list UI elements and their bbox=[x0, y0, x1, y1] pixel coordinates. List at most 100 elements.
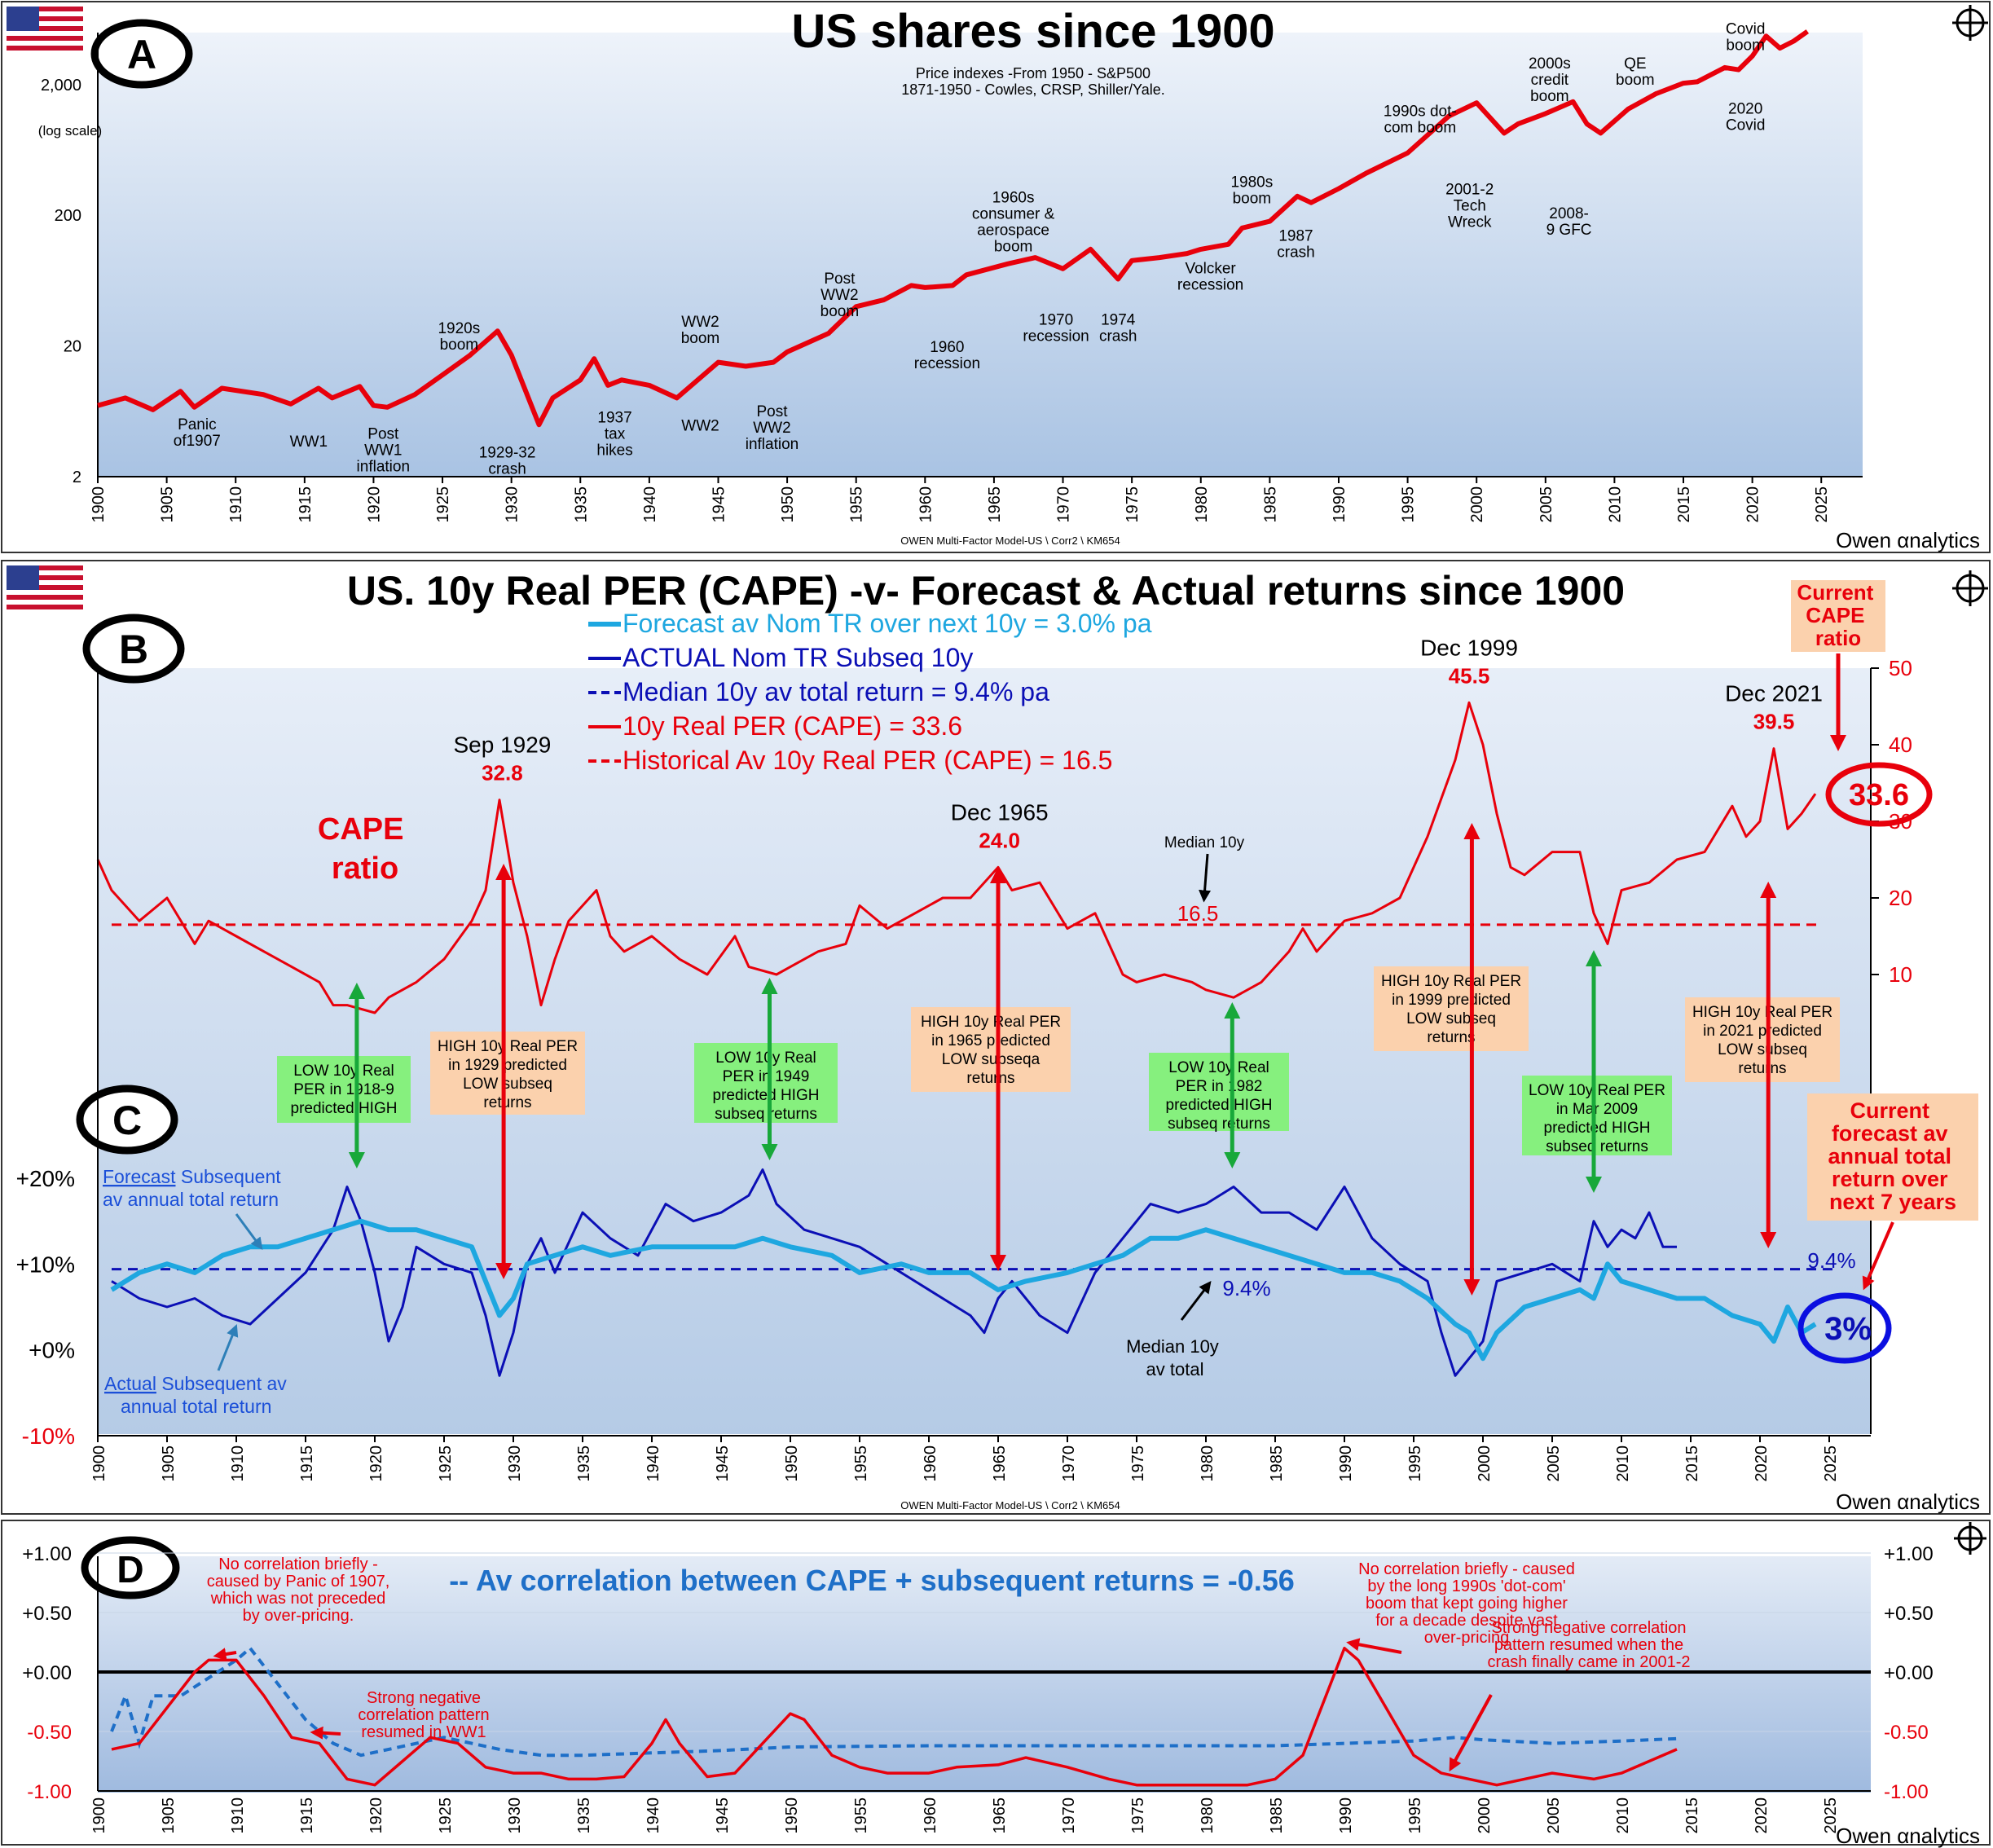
event-annotation-line: 1987 bbox=[1278, 227, 1313, 244]
x-tick-label: 1960 bbox=[917, 486, 935, 523]
x-tick-label: 1990 bbox=[1337, 1445, 1355, 1482]
event-annotation-line: recession bbox=[1023, 328, 1089, 345]
correlation-note: Strong negative correlation pattern resume… bbox=[358, 1689, 489, 1741]
callout-text-line: returns bbox=[483, 1094, 531, 1111]
x-tick-label: 1920 bbox=[367, 1445, 385, 1482]
chart-footer: OWEN Multi-Factor Model-US \ Corr2 \ KM6… bbox=[900, 1499, 1120, 1511]
event-annotation-line: Volcker bbox=[1185, 260, 1236, 277]
x-tick-label: 1925 bbox=[437, 1445, 455, 1482]
callout-text-line: returns bbox=[966, 1070, 1014, 1087]
event-annotation-line: boom bbox=[1233, 190, 1272, 207]
actual-caption-arrow bbox=[217, 1324, 239, 1371]
y-tick-label: 2 bbox=[73, 469, 81, 486]
y-tick-label: +20% bbox=[16, 1166, 75, 1191]
correlation-note-arrow bbox=[213, 1648, 237, 1661]
x-tick-label: 1905 bbox=[159, 486, 177, 523]
event-annotation: 1937 tax hikes bbox=[596, 409, 632, 459]
x-tick-label: 2015 bbox=[1683, 1445, 1701, 1482]
x-tick-label: 1940 bbox=[645, 1445, 662, 1482]
callout-text-line: PER in 1918-9 bbox=[293, 1081, 394, 1098]
panel-letter: A bbox=[127, 32, 156, 77]
event-annotation-line: aerospace bbox=[977, 222, 1049, 240]
x-tick-label: 2000 bbox=[1476, 1797, 1494, 1834]
y-tick-label: +0% bbox=[29, 1338, 75, 1363]
us-flag-icon bbox=[7, 7, 83, 54]
legend-label: ACTUAL Nom TR Subseq 10y bbox=[623, 643, 973, 672]
event-annotation-line: Tech bbox=[1454, 197, 1486, 214]
y-tick-label: 20 bbox=[1889, 886, 1912, 910]
forecast-caption-underlined: Forecast bbox=[103, 1166, 176, 1187]
correlation-note: No correlation briefly -caused by Panic … bbox=[207, 1555, 390, 1625]
x-tick-label: 1925 bbox=[434, 486, 452, 523]
callout-text-line: HIGH 10y Real PER bbox=[438, 1038, 578, 1055]
forecast-return-line bbox=[110, 1218, 1817, 1362]
x-tick-label: 1985 bbox=[1268, 1797, 1286, 1834]
x-tick-label: 1935 bbox=[572, 486, 590, 523]
x-tick-label: 1900 bbox=[90, 1445, 108, 1482]
y-tick-label: +0.50 bbox=[22, 1603, 72, 1625]
peak-value: 24.0 bbox=[979, 828, 1020, 852]
callout-text-line: LOW 10y Real PER bbox=[1529, 1082, 1665, 1099]
crosshair-icon bbox=[1952, 570, 1988, 606]
callout-text-line: LOW subseq bbox=[1718, 1041, 1807, 1058]
panel-letter-badge bbox=[76, 1085, 178, 1155]
x-tick-label: 1915 bbox=[298, 1445, 316, 1482]
x-tick-label: 2010 bbox=[1614, 1797, 1632, 1834]
callout-text-line: in Mar 2009 bbox=[1556, 1101, 1638, 1118]
current-forecast-line: return over bbox=[1832, 1167, 1948, 1191]
legend-label: 10y Real PER (CAPE) = 33.6 bbox=[623, 711, 962, 741]
y-tick-label: +10% bbox=[16, 1252, 75, 1277]
y-tick-label: 10 bbox=[1889, 962, 1912, 987]
x-tick-label: 1980 bbox=[1193, 486, 1211, 523]
panel-letter: B bbox=[119, 627, 148, 672]
x-tick-label: 2015 bbox=[1683, 1797, 1701, 1834]
event-annotation-line: 1929-32 bbox=[479, 445, 536, 462]
callout-box bbox=[277, 1056, 411, 1123]
panel-b: B US. 10y Real PER (CAPE) -v- Forecast &… bbox=[82, 568, 1933, 1434]
event-annotation-line: boom bbox=[821, 303, 860, 320]
x-tick-label: 1905 bbox=[160, 1797, 178, 1834]
panel-letter-badge bbox=[82, 614, 185, 684]
x-tick-label: 1965 bbox=[991, 1445, 1009, 1482]
x-tick-label: 1930 bbox=[506, 1445, 524, 1482]
x-tick-label: 2005 bbox=[1545, 1445, 1563, 1482]
callout-text-line: in 1999 predicted bbox=[1392, 992, 1511, 1009]
x-tick-label: 2015 bbox=[1675, 486, 1693, 523]
cape-line bbox=[96, 701, 1817, 1014]
x-tick-label: 1950 bbox=[783, 1797, 801, 1834]
median-label: Median 10y bbox=[1164, 834, 1245, 851]
crosshair-icon bbox=[1952, 5, 1988, 41]
x-tick-label: 2020 bbox=[1753, 1445, 1771, 1482]
x-tick-label: 1970 bbox=[1060, 1445, 1078, 1482]
x-tick-label: 2020 bbox=[1744, 486, 1762, 523]
x-tick-label: 1955 bbox=[852, 1445, 870, 1482]
peak-value: 32.8 bbox=[482, 761, 523, 785]
x-tick-label: 1915 bbox=[297, 486, 315, 523]
event-annotation-line: Post bbox=[756, 403, 788, 420]
x-tick-label: 1925 bbox=[437, 1797, 455, 1834]
forecast-caption-line: av annual total return bbox=[103, 1189, 279, 1210]
x-tick-label: 1955 bbox=[848, 486, 866, 523]
event-annotation: QE boom bbox=[1616, 55, 1655, 89]
y-tick-label: 40 bbox=[1889, 733, 1912, 757]
x-tick-label: 1960 bbox=[922, 1445, 939, 1482]
event-annotation: 1980s boom bbox=[1230, 174, 1273, 207]
correlation-note-line: pattern resumed when the bbox=[1494, 1636, 1683, 1654]
correlation-note-line: boom that kept going higher bbox=[1366, 1595, 1568, 1613]
median-caption: Median 10y av total bbox=[1126, 1336, 1224, 1379]
current-forecast-text: Current forecast av annual total return … bbox=[1828, 1098, 1957, 1214]
event-annotation-line: com boom bbox=[1384, 119, 1456, 136]
chart-subtitle: 1871-1950 - Cowles, CRSP, Shiller/Yale. bbox=[901, 81, 1165, 98]
event-annotation-line: 1960 bbox=[930, 339, 964, 356]
callout-text-line: PER in 1949 bbox=[723, 1068, 810, 1085]
x-tick-label: 1970 bbox=[1055, 486, 1073, 523]
callout-text-line: HIGH 10y Real PER bbox=[1692, 1004, 1832, 1021]
panel-a: A US shares since 1900 Price indexes -Fr… bbox=[38, 5, 1863, 547]
peak-labels: Sep 1929 32.8 Dec 1965 24.0 Dec 1999 45.5 Dec … bbox=[453, 635, 1822, 852]
y-tick-label: 20 bbox=[64, 338, 81, 356]
x-tick-label: 1980 bbox=[1199, 1797, 1216, 1834]
event-annotation: Post WW2 boom bbox=[821, 271, 860, 320]
event-annotation-line: Covid bbox=[1726, 117, 1766, 134]
event-annotation: WW2 bbox=[681, 418, 719, 435]
